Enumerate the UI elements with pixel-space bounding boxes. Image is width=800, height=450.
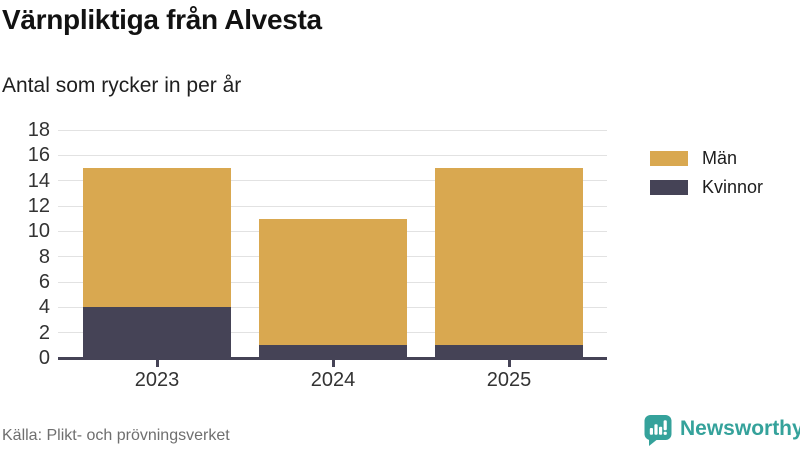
x-axis-tick-label: 2024 — [310, 369, 356, 391]
y-axis-tick-label: 10 — [27, 220, 50, 243]
chart-title: Värnpliktiga från Alvesta — [2, 4, 322, 35]
gridline — [58, 129, 607, 131]
legend: Män Kvinnor — [650, 149, 763, 207]
legend-item-män: Män — [650, 149, 763, 167]
y-axis-tick-label: 4 — [38, 296, 50, 319]
legend-label: Kvinnor — [702, 177, 764, 197]
x-axis-line — [58, 356, 607, 360]
bar-2023-kvinnor — [83, 307, 231, 358]
gridline — [58, 180, 607, 182]
bar-2023-män — [83, 168, 231, 308]
y-axis-tick-label: 12 — [27, 195, 50, 217]
x-axis-tick — [156, 359, 159, 367]
y-axis-tick-label: 6 — [38, 271, 50, 293]
y-axis-tick-label: 8 — [38, 245, 50, 268]
bar-2025-män — [435, 168, 583, 346]
y-axis-tick-label: 2 — [38, 321, 50, 344]
y-axis-tick-label: 0 — [38, 347, 50, 369]
legend-swatch — [650, 150, 688, 166]
legend-item-kvinnor: Kvinnor — [650, 178, 763, 196]
newsworthy-logo-icon — [644, 415, 672, 446]
bar-2024-kvinnor — [259, 345, 407, 358]
legend-swatch — [650, 179, 688, 195]
gridline — [58, 205, 607, 207]
newsworthy-logo-text: Newsworthy — [680, 417, 800, 440]
source-note: Källa: Plikt- och prövningsverket — [2, 427, 230, 444]
gridline — [58, 154, 607, 156]
legend-label: Män — [702, 148, 738, 168]
chart-subtitle: Antal som rycker in per år — [2, 74, 242, 97]
y-axis-tick-label: 18 — [27, 119, 50, 141]
x-axis-tick-label: 2025 — [486, 369, 532, 391]
x-axis-tick — [508, 359, 511, 367]
y-axis-tick-label: 16 — [27, 144, 50, 167]
y-axis-tick-label: 14 — [27, 169, 50, 192]
bar-2024-män — [259, 218, 407, 346]
x-axis-tick-label: 2023 — [134, 369, 180, 391]
bar-2025-kvinnor — [435, 345, 583, 358]
x-axis-tick — [332, 359, 335, 367]
newsworthy-logo: Newsworthy — [643, 414, 800, 447]
